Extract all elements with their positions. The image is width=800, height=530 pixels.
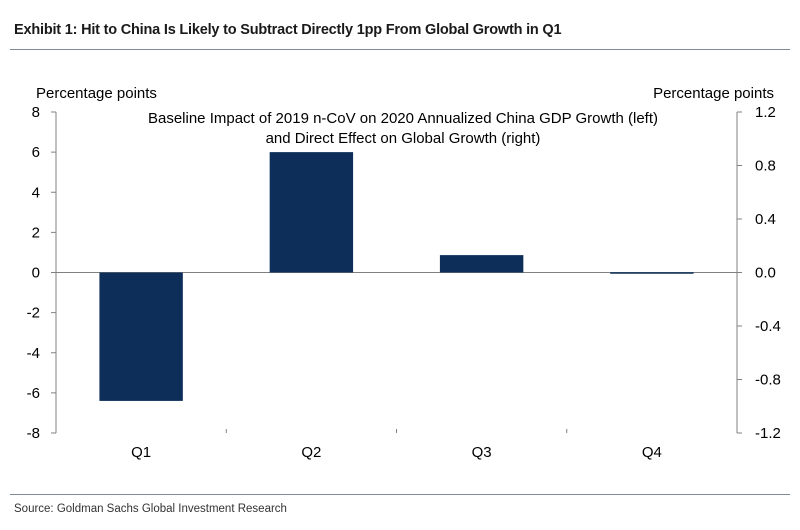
left-tick-label: 8: [32, 104, 40, 121]
left-axis-label: Percentage points: [36, 85, 157, 102]
left-tick-label: 2: [32, 224, 40, 241]
right-axis-label: Percentage points: [653, 85, 774, 102]
left-tick-label: 6: [32, 144, 40, 161]
left-tick-label: -4: [27, 345, 40, 362]
exhibit-title: Exhibit 1: Hit to China Is Likely to Sub…: [14, 22, 562, 38]
x-tick-label: Q1: [131, 444, 151, 461]
x-tick-label: Q4: [642, 444, 662, 461]
bar-chart: Percentage points Percentage points Base…: [27, 85, 781, 461]
right-tick-label: -0.4: [755, 318, 781, 335]
bar-q1: [99, 272, 183, 401]
left-tick-label: -6: [27, 385, 40, 402]
left-tick-label: 0: [32, 265, 40, 282]
bar-q4: [610, 272, 694, 274]
x-tick-label: Q3: [472, 444, 492, 461]
left-tick-label: 4: [32, 184, 40, 201]
bar-q2: [269, 152, 354, 273]
left-tick-label: -8: [27, 425, 40, 442]
right-tick-label: -0.8: [755, 372, 781, 389]
footer-rule: [10, 494, 790, 495]
bar-q3: [439, 255, 524, 273]
bars: [99, 152, 694, 401]
header-rule: [10, 49, 790, 50]
right-tick-label: 0.4: [755, 211, 776, 228]
left-tick-label: -2: [27, 305, 40, 322]
tick-labels: 8 6 4 2 0 -2 -4 -6 -8 1.2 0.8 0.4 0.0 -0.4 -0.8 -1.2 Q1 Q…: [27, 104, 781, 461]
right-tick-label: 0.0: [755, 265, 776, 282]
chart-title-line-2: and Direct Effect on Global Growth (righ…: [266, 130, 541, 147]
right-tick-label: 0.8: [755, 158, 776, 175]
x-tick-label: Q2: [301, 444, 321, 461]
right-tick-label: 1.2: [755, 104, 776, 121]
chart-title-line-1: Baseline Impact of 2019 n-CoV on 2020 An…: [148, 110, 658, 127]
right-tick-label: -1.2: [755, 425, 781, 442]
source-note: Source: Goldman Sachs Global Investment …: [14, 503, 287, 515]
